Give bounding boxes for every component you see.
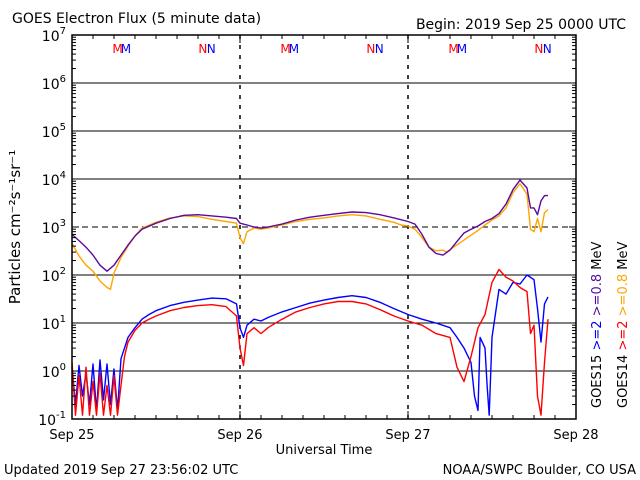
marker-n: N: [543, 42, 552, 56]
marker-m: M: [457, 42, 467, 56]
mn-markers: MM N N MM N N MM N N: [112, 42, 551, 56]
updated-timestamp: Updated 2019 Sep 27 23:56:02 UTC: [4, 463, 238, 478]
y-tick-label: 106: [42, 74, 66, 93]
marker-n: N: [375, 42, 384, 56]
chart-title: GOES Electron Flux (5 minute data): [12, 11, 261, 27]
x-tick-label: Sep 28: [553, 428, 598, 443]
marker-m: M: [112, 42, 122, 56]
y-tick-label: 10-1: [38, 410, 66, 429]
marker-m: M: [448, 42, 458, 56]
y-tick-label: 101: [42, 314, 66, 333]
y-tick-label: 105: [42, 122, 66, 141]
series-line-goes15-2mev: [71, 274, 549, 416]
axes: 10-1 100 101 102 103 104 105 106 107 Sep 25 Sep 26…: [38, 26, 598, 443]
y-axis-label: Particles cm⁻²s⁻¹sr⁻¹: [6, 150, 24, 304]
marker-n: N: [198, 42, 207, 56]
gridlines: [72, 35, 576, 419]
legend-entry: MeV: [616, 242, 631, 274]
series-line-goes14-0p8mev: [71, 183, 549, 291]
series-line-goes15-0p8mev: [71, 179, 548, 272]
legend-column: GOES15 >=2 >=0.8 MeV: [590, 242, 605, 408]
x-tick-label: Sep 26: [217, 428, 262, 443]
legend-entry: >=2: [616, 320, 631, 354]
series-lines: [71, 179, 549, 416]
marker-n: N: [534, 42, 543, 56]
y-tick-label: 107: [42, 26, 66, 45]
legend-entry: >=0.8: [590, 274, 605, 321]
marker-m: M: [121, 42, 131, 56]
y-tick-label: 100: [42, 362, 66, 381]
y-tick-label: 104: [42, 170, 66, 189]
y-tick-label: 102: [42, 266, 66, 285]
legend-entry: GOES14: [616, 355, 631, 408]
credit-label: NOAA/SWPC Boulder, CO USA: [443, 463, 636, 478]
begin-time-label: Begin: 2019 Sep 25 0000 UTC: [416, 17, 626, 33]
marker-m: M: [280, 42, 290, 56]
x-axis-label: Universal Time: [276, 443, 373, 458]
legend-entry: >=2: [590, 320, 605, 354]
marker-n: N: [366, 42, 375, 56]
y-tick-label: 103: [42, 218, 66, 237]
legend-entry: MeV: [590, 242, 605, 274]
x-tick-label: Sep 25: [49, 428, 94, 443]
marker-n: N: [207, 42, 216, 56]
x-tick-label: Sep 27: [385, 428, 430, 443]
series-line-goes14-2mev: [71, 268, 549, 416]
marker-m: M: [289, 42, 299, 56]
legend-column: GOES14 >=2 >=0.8 MeV: [616, 242, 631, 408]
legend-entry: >=0.8: [616, 274, 631, 321]
legend-entry: GOES15: [590, 355, 605, 408]
